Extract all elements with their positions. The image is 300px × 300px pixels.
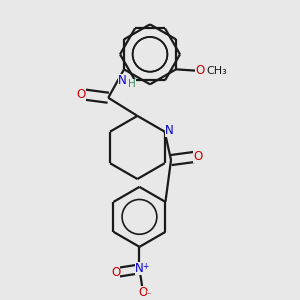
Text: +: + (142, 262, 149, 271)
Text: O: O (77, 88, 86, 101)
Text: O: O (195, 64, 204, 77)
Text: O: O (193, 150, 203, 164)
Text: N: N (135, 262, 144, 275)
Text: O: O (138, 286, 147, 299)
Text: N: N (118, 74, 127, 87)
Text: ⁻: ⁻ (147, 291, 151, 300)
Text: H: H (128, 79, 136, 88)
Text: CH₃: CH₃ (207, 66, 227, 76)
Text: O: O (111, 266, 120, 279)
Text: N: N (165, 124, 174, 136)
